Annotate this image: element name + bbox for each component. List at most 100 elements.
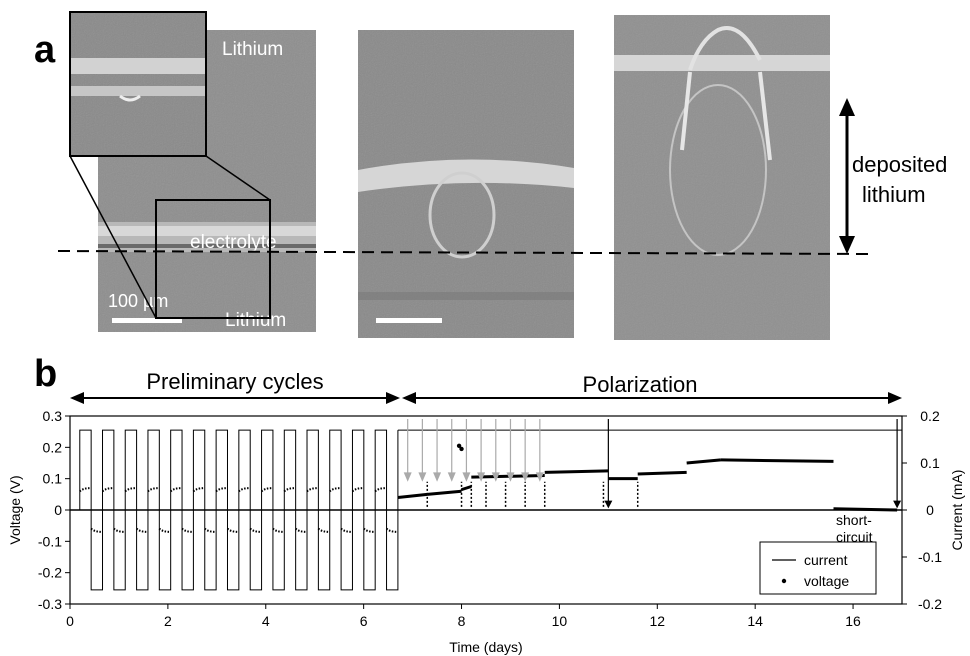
preliminary-label: Preliminary cycles <box>146 369 323 394</box>
gray-arrow-head <box>418 472 427 482</box>
voltage-polarization-segment <box>686 458 722 465</box>
x-tick-label: 0 <box>66 613 74 629</box>
preliminary-phase-arrow <box>70 392 400 404</box>
gray-arrow-head <box>535 472 544 482</box>
legend: current voltage <box>759 541 877 595</box>
x-tick-label: 2 <box>164 613 172 629</box>
legend-voltage-label: voltage <box>804 573 849 589</box>
voltage-negative-segment <box>340 527 353 533</box>
legend-current-label: current <box>804 552 848 568</box>
black-arrow-head <box>604 500 613 509</box>
voltage-polarization-segment <box>427 489 462 496</box>
voltage-positive-segment <box>329 487 342 493</box>
voltage-negative-segment <box>181 527 194 533</box>
x-tick-label: 6 <box>360 613 368 629</box>
deposited-label-2: lithium <box>862 182 926 207</box>
electrolyte-label: electrolyte <box>190 232 277 253</box>
gray-arrow-head <box>447 472 456 482</box>
voltage-positive-segment <box>215 487 228 493</box>
y-tick-label: 0.2 <box>43 439 63 455</box>
gray-arrow-head <box>403 472 412 482</box>
x-tick-label: 4 <box>262 613 270 629</box>
voltage-positive-segment <box>101 487 114 493</box>
y-axis-label: Voltage (V) <box>7 475 23 544</box>
voltage-positive-segment <box>238 487 251 493</box>
dashed-reference-line <box>57 250 869 255</box>
panel-b-label: b <box>34 353 57 395</box>
voltage-positive-segment <box>192 487 205 493</box>
polarization-phase-arrow <box>402 392 902 404</box>
y2-tick-label: -0.1 <box>918 549 942 565</box>
legend-voltage-swatch <box>781 578 787 584</box>
voltage-polarization-segment <box>397 492 428 499</box>
micrograph-3 <box>614 15 830 340</box>
y2-tick-label: -0.2 <box>918 596 942 612</box>
y-tick-label: -0.3 <box>38 596 62 612</box>
gray-arrow-head <box>433 472 442 482</box>
voltage-polarization-segment <box>461 485 472 492</box>
voltage-negative-segment <box>249 527 262 533</box>
voltage-negative-segment <box>158 527 171 533</box>
y2-tick-label: 0.2 <box>920 408 940 424</box>
panel-a-label: a <box>34 29 56 71</box>
voltage-positive-segment <box>306 487 319 493</box>
voltage-positive-segment <box>260 487 273 493</box>
voltage-negative-segment <box>317 527 330 533</box>
voltage-polarization-segment <box>720 458 834 463</box>
deposited-label-1: deposited <box>852 152 947 177</box>
voltage-positive-segment <box>79 487 92 493</box>
gray-arrow-head <box>491 472 500 482</box>
voltage-polarization-segment <box>637 470 687 476</box>
x-tick-label: 14 <box>747 613 763 629</box>
voltage-negative-segment <box>363 527 376 533</box>
scale-bar-label: 100 µm <box>108 291 168 311</box>
zoom-line-right <box>205 155 271 201</box>
y-tick-label: -0.2 <box>38 565 62 581</box>
voltage-negative-segment <box>294 527 308 533</box>
voltage-point <box>456 443 462 448</box>
voltage-positive-segment <box>147 487 160 493</box>
voltage-positive-segment <box>283 487 296 493</box>
voltage-positive-segment <box>374 487 387 493</box>
x-tick-label: 10 <box>552 613 568 629</box>
scale-bar-2 <box>376 318 442 323</box>
panel-a: a Lithium electrolyte Lithium 100 µm <box>34 11 947 340</box>
voltage-negative-segment <box>90 527 103 533</box>
scale-bar-1 <box>112 318 182 323</box>
voltage-polarization-segment <box>833 507 898 512</box>
y-tick-label: 0.3 <box>43 408 63 424</box>
polarization-label: Polarization <box>583 372 698 397</box>
x-tick-label: 8 <box>458 613 466 629</box>
voltage-polarization-segment <box>544 469 609 474</box>
short-circuit-label-1: short- <box>836 512 872 528</box>
gray-arrow-head <box>506 472 515 482</box>
voltage-positive-segment <box>351 487 364 493</box>
voltage-negative-segment <box>113 527 126 533</box>
voltage-point <box>459 446 464 452</box>
y-tick-label: 0.1 <box>43 471 63 487</box>
lithium-top-label: Lithium <box>222 39 283 60</box>
lithium-bottom-label: Lithium <box>225 310 286 331</box>
voltage-negative-segment <box>204 527 217 533</box>
y2-axis-label: Current (mA) <box>949 470 965 551</box>
short-circuit-label-2: circuit <box>836 529 873 545</box>
voltage-positive-segment <box>124 487 137 493</box>
gray-arrow-head <box>521 472 530 482</box>
x-axis-label: Time (days) <box>449 639 522 655</box>
y-tick-label: 0 <box>54 502 62 518</box>
deposited-lithium-arrow <box>839 98 855 254</box>
zoom-line-left <box>69 155 157 319</box>
y-tick-label: -0.1 <box>38 533 62 549</box>
y2-tick-label: 0.1 <box>920 455 940 471</box>
gray-arrow-head <box>462 472 471 482</box>
voltage-negative-segment <box>385 527 398 533</box>
y2-tick-label: 0 <box>926 502 934 518</box>
zoom-inset <box>69 11 207 157</box>
panel-b: b Preliminary cycles Polarization 0 2 4 6 8 1… <box>7 353 965 655</box>
gray-arrow-head <box>477 472 486 482</box>
voltage-negative-segment <box>226 527 239 533</box>
x-tick-label: 12 <box>650 613 666 629</box>
current-line-preliminary <box>79 429 399 591</box>
voltage-negative-segment <box>135 527 148 533</box>
